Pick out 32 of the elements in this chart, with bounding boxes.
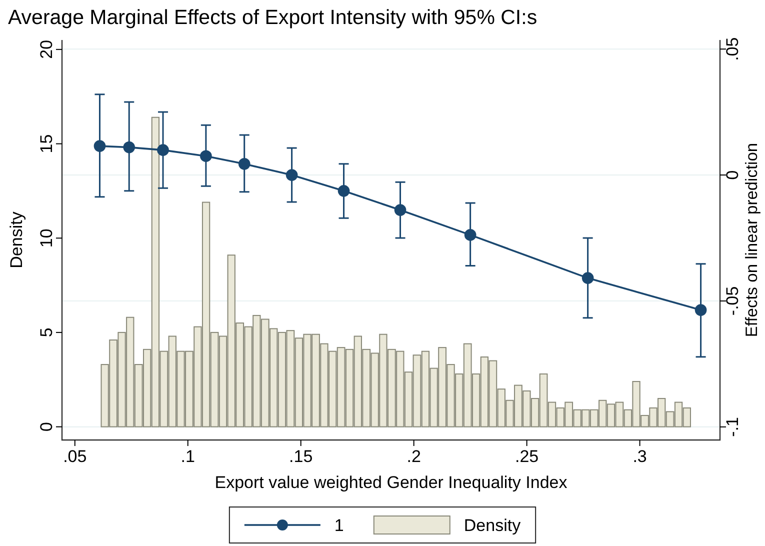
legend-label: 1 <box>334 516 344 535</box>
point <box>157 144 169 156</box>
y-tick-label: 0 <box>37 422 56 432</box>
y-tick-label: 20 <box>37 40 56 59</box>
point <box>123 141 136 154</box>
x-tick-label: .3 <box>632 447 647 466</box>
point <box>464 229 476 241</box>
y-axis-title: Density <box>7 211 26 268</box>
legend-label: Density <box>464 516 522 535</box>
x-tick-label: .1 <box>180 447 195 466</box>
point <box>394 204 406 216</box>
y2-axis-title: Effects on linear prediction <box>743 142 761 338</box>
point <box>238 158 250 170</box>
chart-title: Average Marginal Effects of Export Intensity with 95% CI:s <box>8 6 538 29</box>
y2-tick-label: .05 <box>723 37 742 61</box>
point <box>200 150 212 162</box>
x-tick-label: .05 <box>63 447 87 466</box>
y2-tick-label: -.1 <box>723 416 742 437</box>
point <box>94 140 106 152</box>
point <box>286 169 298 181</box>
y-tick-label: 10 <box>37 228 56 248</box>
x-tick-label: .25 <box>514 447 539 466</box>
y2-tick-label: -.05 <box>723 286 742 316</box>
x-tick-label: .15 <box>289 447 313 466</box>
x-tick-label: .2 <box>406 447 421 466</box>
y2-tick-label: 0 <box>723 170 742 180</box>
point <box>582 272 594 284</box>
y-tick-label: 5 <box>37 328 56 338</box>
point <box>338 184 350 197</box>
point <box>694 304 707 316</box>
x-axis-title: Export value weighted Gender Inequality Index <box>214 473 568 492</box>
y-tick-label: 15 <box>37 134 56 154</box>
